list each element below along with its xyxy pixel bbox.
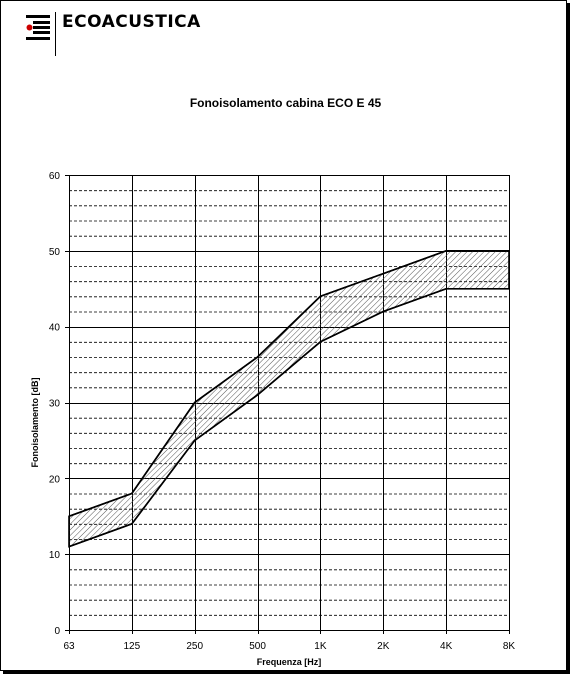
x-axis-label: Frequenza [Hz]	[257, 657, 322, 667]
series-lower-line	[68, 287, 509, 548]
x-tick-label: 63	[63, 641, 75, 652]
y-tick-label: 40	[49, 323, 61, 334]
x-tick-label: 8K	[503, 641, 516, 652]
y-tick-label: 10	[49, 550, 61, 561]
y-tick-labels: 0 10 20 30 40 50 60	[49, 171, 61, 637]
chart-title: Fonoisolamento cabina ECO E 45	[189, 96, 382, 110]
series-upper-line	[68, 250, 509, 518]
x-tick-label: 125	[124, 641, 141, 652]
y-tick-label: 50	[49, 247, 61, 258]
y-tick-label: 0	[54, 626, 60, 637]
x-tick-label: 1K	[314, 641, 327, 652]
data-band	[68, 250, 510, 548]
major-gridlines	[65, 175, 510, 634]
logo-divider	[55, 12, 56, 56]
x-tick-label: 250	[186, 641, 203, 652]
x-tick-labels: 63 125 250 500 1K 2K 4K 8K	[63, 641, 515, 652]
y-tick-label: 20	[49, 474, 61, 485]
y-tick-label: 30	[49, 399, 61, 410]
x-tick-label: 500	[249, 641, 266, 652]
ecoacustica-logo-icon	[26, 15, 50, 40]
y-tick-label: 60	[49, 171, 61, 182]
band-area	[68, 250, 510, 548]
y-axis-label: Fonoisolamento [dB]	[30, 378, 40, 468]
brand-name: ECOACUSTICA	[62, 12, 201, 32]
x-tick-label: 4K	[440, 641, 453, 652]
x-tick-label: 2K	[377, 641, 390, 652]
